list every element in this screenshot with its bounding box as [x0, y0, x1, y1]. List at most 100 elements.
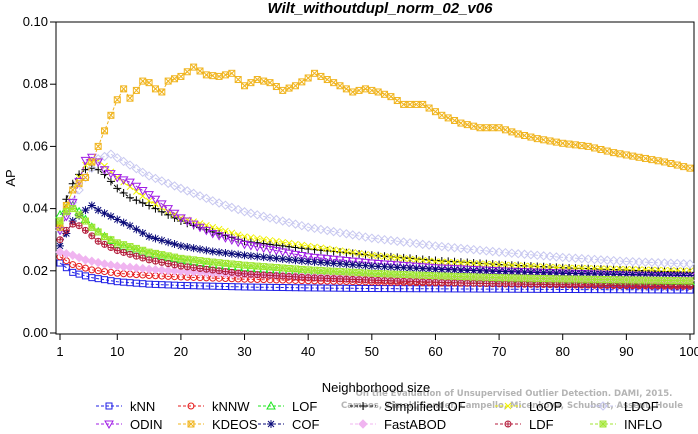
data-point: [278, 254, 287, 263]
data-point: [234, 76, 242, 84]
data-point: [514, 267, 523, 276]
legend-marker: [104, 420, 114, 430]
data-point: [190, 264, 198, 272]
data-point: [571, 281, 579, 289]
data-point: [546, 275, 554, 283]
data-point: [55, 247, 65, 257]
data-point: [361, 261, 370, 270]
data-point: [475, 245, 485, 255]
data-point: [476, 260, 484, 268]
data-point: [272, 83, 280, 91]
data-point: [183, 243, 192, 252]
data-point: [418, 239, 428, 250]
data-point: [93, 257, 103, 268]
data-point: [183, 68, 191, 76]
data-point: [374, 262, 383, 271]
data-point: [183, 263, 191, 271]
data-point: [418, 264, 427, 273]
data-point: [101, 240, 109, 248]
data-point: [94, 142, 102, 150]
data-point: [126, 250, 134, 258]
data-point: [330, 79, 338, 87]
data-point: [400, 255, 407, 262]
data-point: [189, 244, 198, 253]
data-point: [131, 163, 142, 174]
data-point: [495, 267, 504, 276]
legend-label: LDF: [529, 417, 554, 432]
data-point: [412, 264, 421, 273]
data-point: [406, 264, 414, 273]
data-point: [463, 266, 472, 275]
y-axis-label: AP: [3, 169, 18, 186]
data-point: [106, 177, 115, 186]
data-point: [622, 282, 630, 290]
series-ldof: [55, 149, 695, 269]
data-point: [546, 268, 554, 277]
data-point: [406, 255, 414, 263]
data-point: [640, 257, 651, 267]
data-point: [113, 247, 121, 255]
data-point: [361, 269, 369, 277]
data-point: [648, 276, 656, 284]
x-tick-label: 30: [237, 344, 251, 359]
data-point: [86, 153, 97, 163]
data-point: [304, 266, 312, 274]
data-point: [450, 265, 459, 274]
data-point: [195, 223, 205, 233]
data-point: [412, 278, 420, 286]
data-point: [520, 268, 529, 277]
data-point: [265, 213, 275, 223]
data-point: [323, 267, 331, 275]
data-point: [438, 111, 446, 119]
legend-item-knn: kNN: [96, 399, 155, 414]
data-point: [290, 250, 301, 260]
data-point: [139, 77, 147, 85]
data-point: [342, 85, 350, 93]
data-point: [470, 122, 478, 130]
x-tick-label: 100: [679, 344, 698, 359]
data-point: [559, 139, 567, 147]
x-tick-label: 90: [619, 344, 633, 359]
data-point: [578, 281, 586, 289]
data-point: [564, 253, 574, 263]
data-point: [348, 249, 357, 258]
data-point: [177, 262, 185, 270]
data-point: [361, 85, 369, 93]
data-point: [233, 204, 243, 215]
data-point: [195, 191, 205, 201]
legend-item-loop: LoOP: [495, 399, 562, 414]
data-point: [654, 276, 662, 284]
data-point: [150, 173, 161, 184]
data-point: [151, 249, 159, 257]
data-point: [584, 275, 592, 283]
data-point: [196, 220, 204, 227]
data-point: [81, 226, 89, 234]
data-point: [139, 192, 147, 200]
data-point: [406, 271, 414, 279]
data-point: [597, 275, 605, 283]
data-point: [406, 277, 414, 285]
data-point: [113, 96, 121, 104]
data-point: [329, 247, 338, 256]
data-point: [201, 193, 212, 204]
data-point: [381, 277, 389, 285]
data-point: [552, 275, 560, 283]
data-point: [540, 281, 548, 289]
data-point: [545, 251, 555, 262]
data-point: [660, 271, 669, 280]
data-point: [521, 280, 529, 288]
data-point: [597, 281, 605, 289]
series-inflo: [56, 205, 694, 285]
data-point: [629, 276, 637, 284]
data-point: [163, 178, 173, 189]
data-point: [311, 266, 319, 274]
data-point: [266, 271, 274, 279]
data-point: [667, 276, 675, 284]
data-point: [494, 247, 504, 257]
data-point: [62, 226, 70, 234]
data-point: [393, 277, 401, 285]
data-point: [495, 274, 503, 282]
data-point: [514, 274, 522, 282]
data-point: [112, 153, 122, 163]
data-point: [368, 251, 376, 259]
